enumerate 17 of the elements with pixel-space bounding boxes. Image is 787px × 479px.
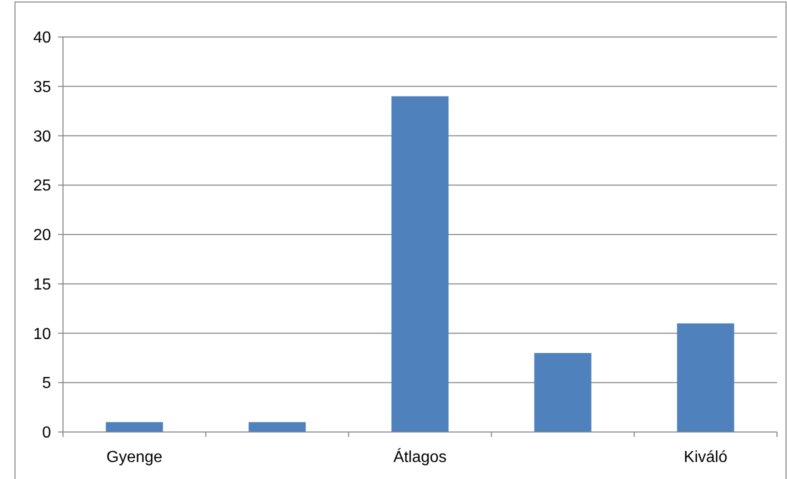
y-tick-label: 25 xyxy=(33,178,52,195)
bar xyxy=(677,323,734,432)
y-tick-label: 10 xyxy=(33,326,52,343)
x-tick-label: Gyenge xyxy=(106,449,163,466)
y-tick-label: 30 xyxy=(33,128,52,146)
bar xyxy=(248,422,306,432)
x-tick-label: Kiváló xyxy=(684,449,728,466)
bar xyxy=(534,353,592,432)
bar xyxy=(106,422,163,432)
y-tick-label: 0 xyxy=(42,424,52,442)
y-tick-label: 15 xyxy=(33,276,52,294)
x-tick-label: Átlagos xyxy=(393,448,447,466)
bar xyxy=(391,96,449,432)
y-tick-label: 40 xyxy=(33,30,52,47)
y-tick-label: 5 xyxy=(42,375,52,392)
y-tick-label: 35 xyxy=(33,78,52,96)
y-tick-label: 20 xyxy=(33,227,52,244)
